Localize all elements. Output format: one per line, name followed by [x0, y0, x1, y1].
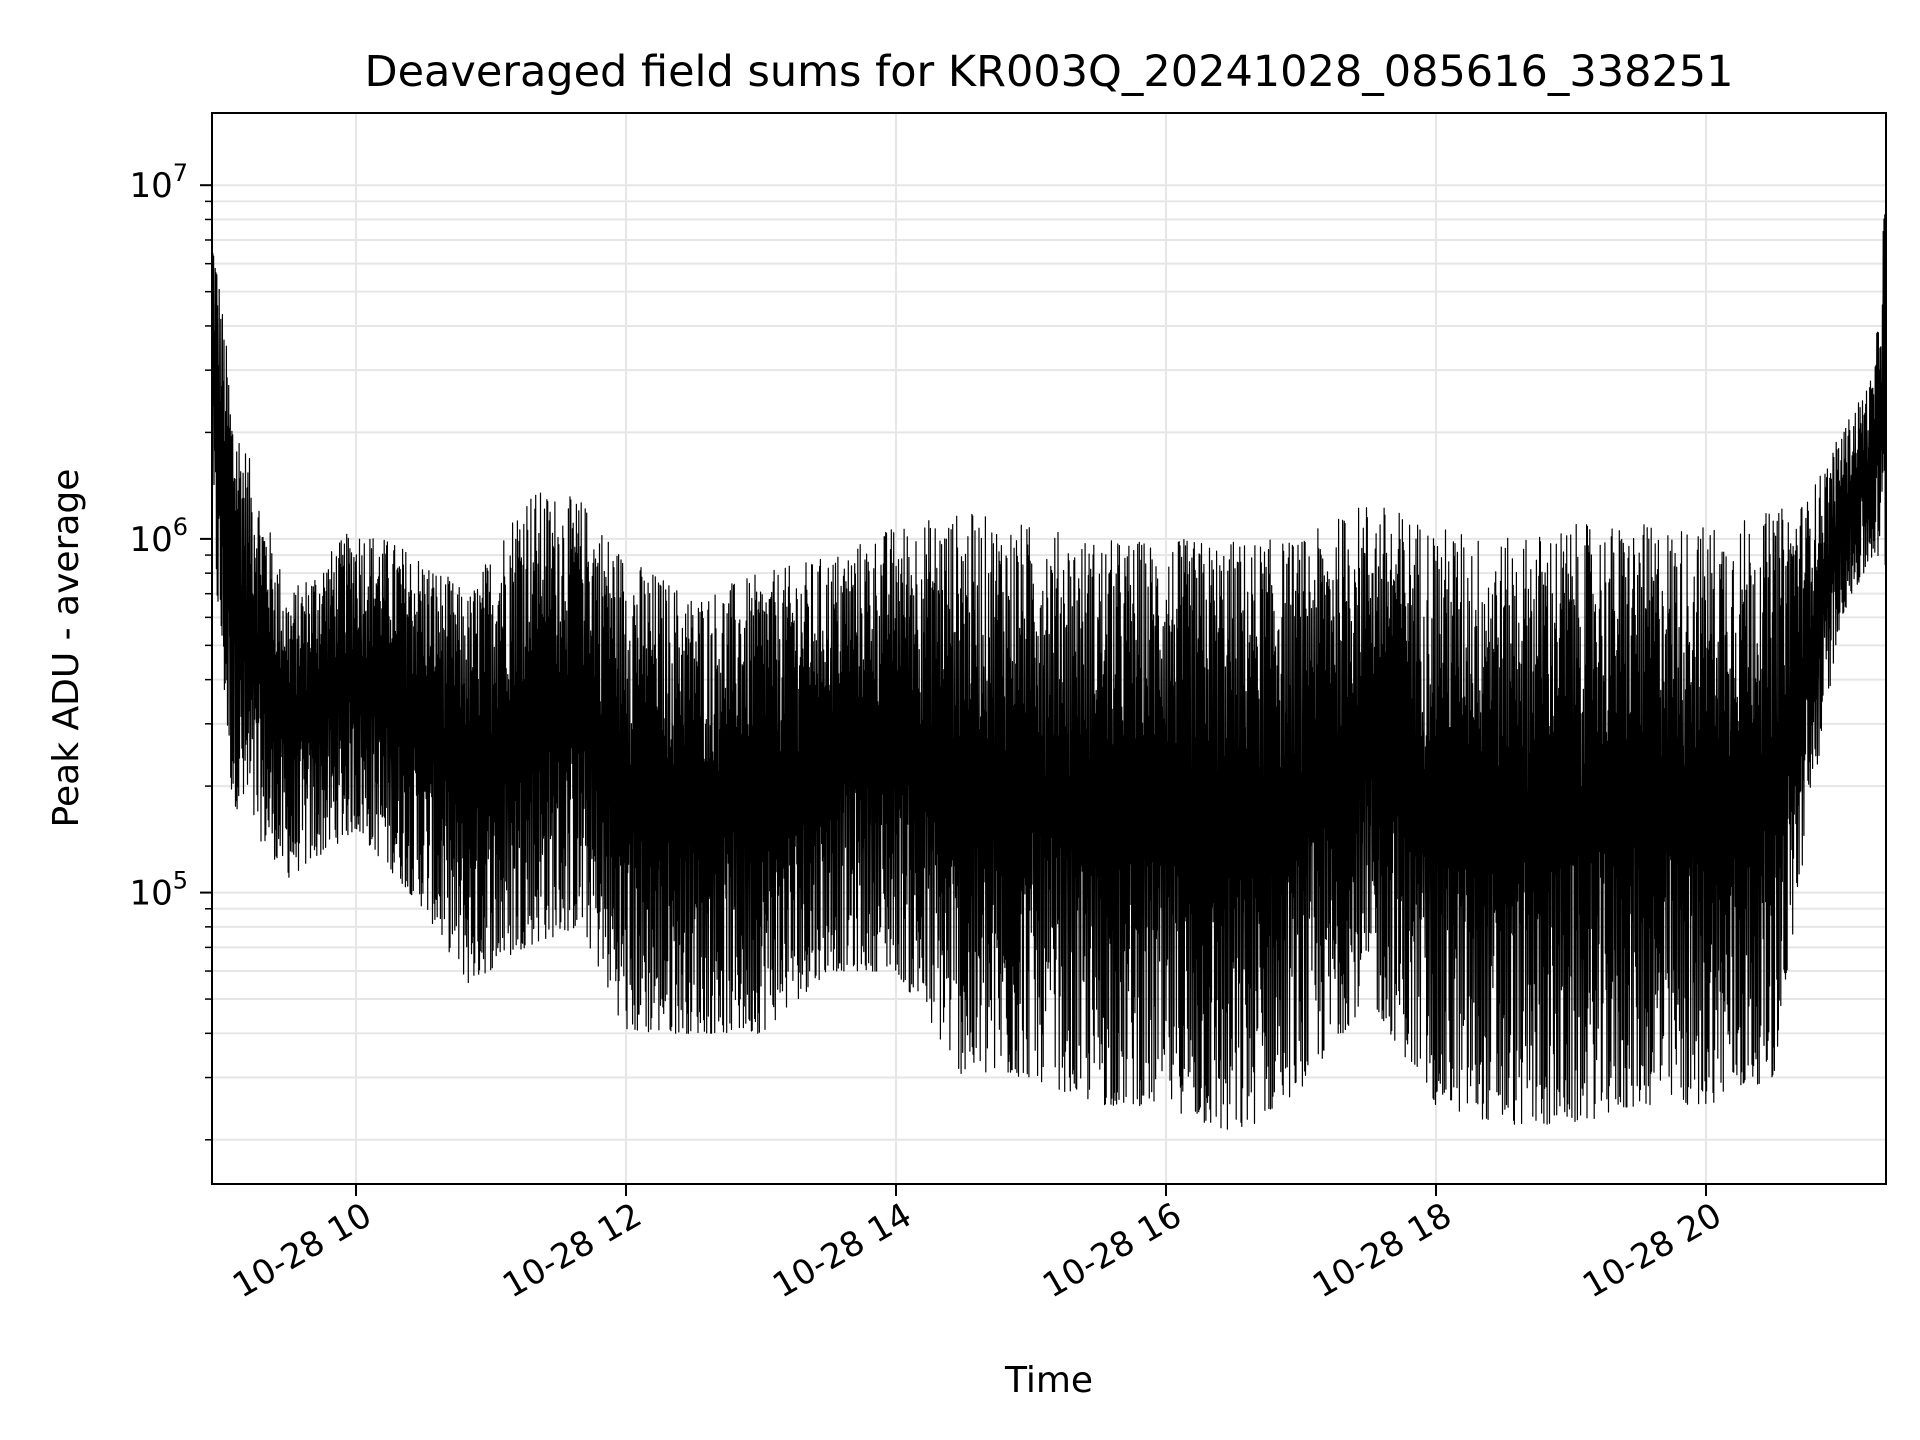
- y-axis-ticks: 105 106 107: [129, 159, 212, 914]
- series-path: [211, 196, 1887, 1130]
- y-tick-label: 106: [129, 513, 188, 560]
- plot-frame: [211, 112, 1887, 1185]
- y-tick-label: 107: [129, 159, 188, 206]
- series-line: [211, 196, 1887, 1130]
- y-tick-label: 105: [129, 867, 188, 914]
- x-axis-label: Time: [1004, 1360, 1093, 1401]
- chart-title: Deaveraged field sums for KR003Q_2024102…: [364, 47, 1733, 97]
- y-axis-label: Peak ADU - average: [46, 469, 87, 828]
